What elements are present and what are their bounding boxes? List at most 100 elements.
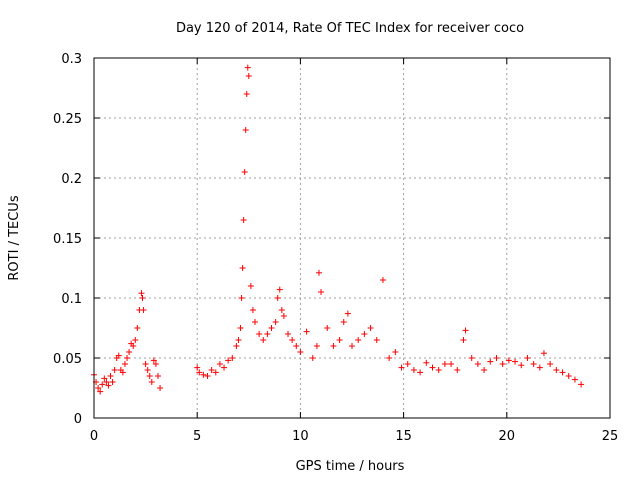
data-point <box>130 343 137 349</box>
x-tick-label: 20 <box>499 429 516 444</box>
y-tick-labels: 0 0.05 0.1 0.15 0.2 0.25 0.3 <box>53 52 82 427</box>
data-point <box>107 373 114 379</box>
data-point <box>268 325 275 331</box>
chart-title: Day 120 of 2014, Rate Of TEC Index for r… <box>176 21 524 36</box>
y-axis-label: ROTI / TECUs <box>7 195 22 280</box>
x-tick-label: 10 <box>292 429 309 444</box>
data-point <box>340 319 347 325</box>
data-point <box>204 373 211 379</box>
data-point <box>309 355 316 361</box>
data-point <box>324 325 331 331</box>
y-tick-label: 0.15 <box>53 232 82 247</box>
data-point <box>361 331 368 337</box>
data-point <box>115 352 122 359</box>
data-point <box>481 367 488 373</box>
data-point <box>571 376 578 383</box>
data-point <box>243 91 250 97</box>
data-point <box>247 283 254 289</box>
data-point <box>150 357 157 364</box>
data-point <box>280 313 287 319</box>
data-point <box>101 375 108 382</box>
data-point <box>235 337 242 343</box>
data-point <box>251 319 258 325</box>
data-point <box>318 289 325 295</box>
data-point <box>559 369 566 376</box>
data-point <box>274 295 281 301</box>
y-tick-label: 0.1 <box>61 292 82 307</box>
data-point <box>260 337 267 343</box>
data-point <box>398 364 405 371</box>
data-point <box>392 349 399 355</box>
grid-lines <box>94 58 610 418</box>
data-point <box>349 343 355 349</box>
x-axis-label: GPS time / hours <box>296 459 405 474</box>
data-point <box>140 307 147 313</box>
y-tick-label: 0 <box>74 412 82 427</box>
data-point <box>241 169 248 175</box>
data-point <box>111 367 118 373</box>
data-point <box>386 355 393 361</box>
data-point <box>103 379 110 385</box>
data-point <box>212 369 219 376</box>
data-point <box>293 343 300 349</box>
data-point <box>448 361 455 367</box>
data-point <box>242 127 249 133</box>
data-point <box>196 369 203 376</box>
data-point <box>229 355 236 361</box>
data-point <box>435 367 442 373</box>
data-point <box>237 325 244 331</box>
data-point <box>233 343 240 349</box>
data-point <box>245 73 252 79</box>
y-tick-label: 0.25 <box>53 112 82 127</box>
data-point <box>499 361 506 367</box>
data-point <box>119 369 126 376</box>
data-point <box>278 307 285 313</box>
data-point <box>474 361 481 367</box>
data-point <box>239 265 246 271</box>
data-point <box>423 359 430 366</box>
data-point <box>547 361 554 367</box>
data-point <box>336 337 343 343</box>
data-points <box>91 64 585 395</box>
data-point <box>379 277 386 283</box>
data-point <box>152 361 159 367</box>
data-point <box>99 381 106 388</box>
data-point <box>132 337 139 343</box>
data-point <box>565 373 572 379</box>
axis-ticks <box>93 57 611 419</box>
data-point <box>126 349 133 355</box>
data-point <box>97 388 104 395</box>
x-tick-label: 5 <box>193 429 201 444</box>
data-point <box>330 343 337 349</box>
data-point <box>139 295 146 301</box>
data-point <box>148 379 155 385</box>
data-point <box>462 327 469 334</box>
data-point <box>194 364 201 371</box>
data-point <box>256 331 263 337</box>
data-point <box>142 361 149 367</box>
data-point <box>404 361 411 367</box>
data-point <box>367 325 374 331</box>
data-point <box>146 373 153 379</box>
y-tick-label: 0.3 <box>61 52 82 67</box>
data-point <box>289 337 296 343</box>
data-point <box>454 367 461 373</box>
data-point <box>540 350 547 357</box>
data-point <box>553 367 560 373</box>
data-point <box>441 361 448 367</box>
data-point <box>344 310 351 317</box>
y-tick-label: 0.2 <box>61 172 82 187</box>
data-point <box>313 343 320 349</box>
x-tick-labels: 0 5 10 15 20 25 <box>90 429 618 444</box>
data-point <box>109 379 116 385</box>
data-point <box>524 355 531 361</box>
data-point <box>154 373 161 379</box>
data-point <box>285 331 292 337</box>
data-point <box>121 361 128 367</box>
data-point <box>460 337 467 343</box>
data-point <box>157 385 164 391</box>
data-point <box>355 337 362 343</box>
data-point <box>410 367 417 373</box>
